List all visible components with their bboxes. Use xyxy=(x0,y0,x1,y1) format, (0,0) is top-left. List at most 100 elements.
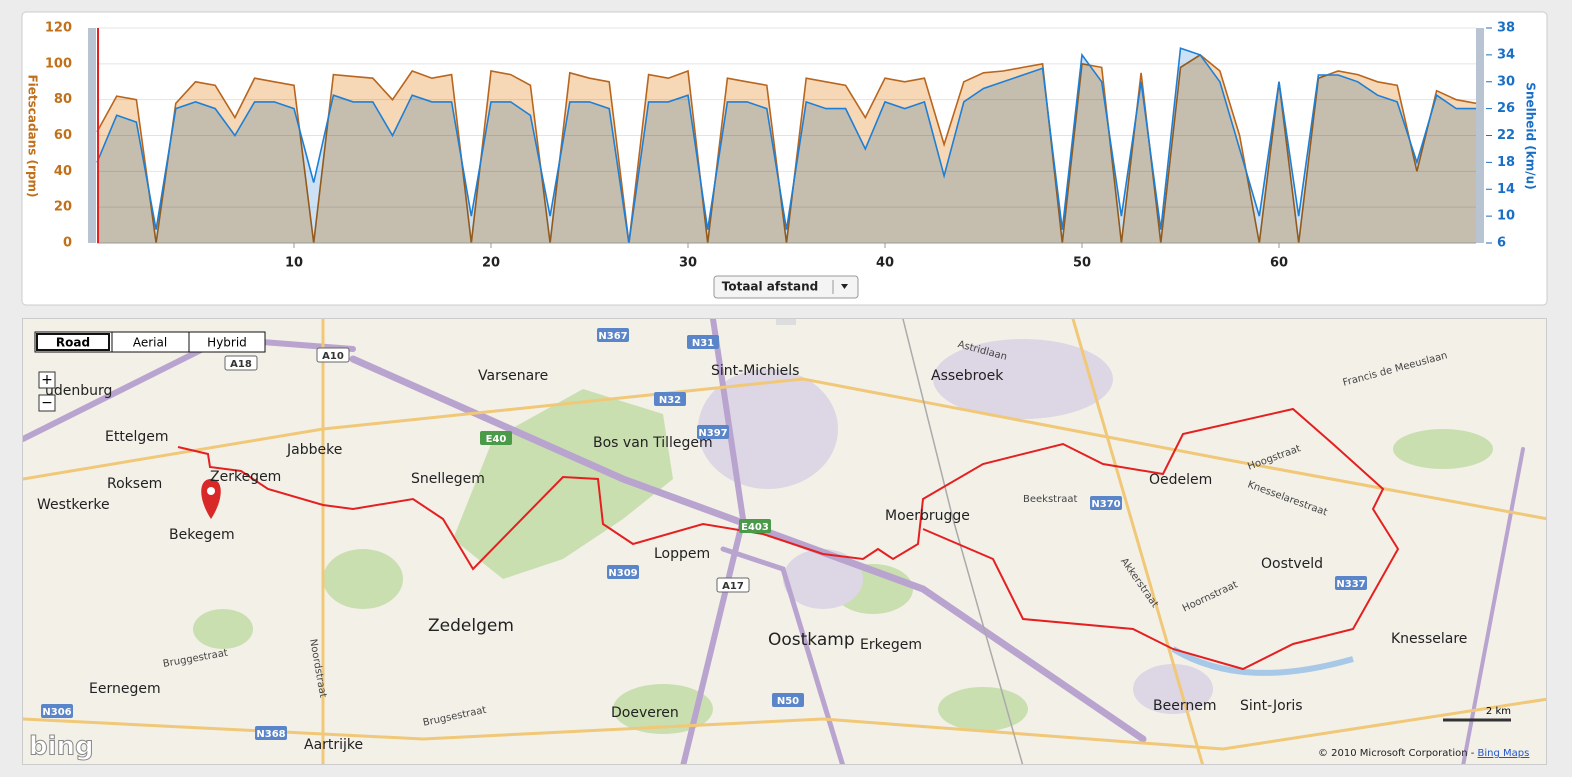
y-tick-label: 80 xyxy=(54,92,72,107)
place-label: Varsenare xyxy=(478,368,548,384)
dropdown-arrow xyxy=(841,284,848,289)
right-scroll-handle[interactable] xyxy=(1476,28,1484,243)
series-area xyxy=(97,48,1476,244)
place-label: Oostkamp xyxy=(768,630,855,650)
place-label: Sint-Joris xyxy=(1240,698,1303,714)
x-dropdown[interactable]: Totaal afstand xyxy=(713,275,859,299)
town xyxy=(1133,664,1213,714)
start-marker-dot xyxy=(207,487,215,495)
shield-box xyxy=(716,577,750,593)
road-shield: N368 xyxy=(255,726,287,740)
y-tick-label: 120 xyxy=(45,21,72,36)
shield-box xyxy=(1090,496,1122,510)
road-shield: A17 xyxy=(716,577,750,593)
place-label: Eernegem xyxy=(89,681,161,697)
y-axis-title: Fietscadans (rpm) xyxy=(26,74,40,197)
view-switcher[interactable]: Road Aerial Hybrid xyxy=(34,331,266,353)
y-tick-label: 0 xyxy=(63,236,72,251)
dropdown-box[interactable] xyxy=(713,275,859,299)
shield-label: N368 xyxy=(256,729,285,740)
map[interactable]: udenburg Varsenare Sint-Michiels Assebro… xyxy=(22,318,1547,765)
shield-label: A18 xyxy=(230,359,252,370)
road xyxy=(23,697,1546,751)
place-label: Knesselare xyxy=(1391,631,1467,647)
zoom-out[interactable] xyxy=(38,394,56,412)
shield-box xyxy=(697,425,729,439)
road xyxy=(1071,319,1204,764)
road-shield: N31 xyxy=(687,335,719,349)
shield-label: E40 xyxy=(486,434,507,445)
zoom-in[interactable] xyxy=(38,371,56,389)
road xyxy=(23,377,1546,521)
road-shield: A18 xyxy=(224,355,258,371)
shield-box xyxy=(1335,576,1367,590)
y2-tick-label: 34 xyxy=(1497,47,1515,62)
shield-label: A10 xyxy=(322,351,344,362)
button-label[interactable]: Road xyxy=(56,336,90,350)
shield-label: N32 xyxy=(659,395,681,406)
shield-box xyxy=(772,693,804,707)
shield-box xyxy=(224,355,258,371)
route xyxy=(177,407,1400,671)
map-canvas[interactable]: udenburg Varsenare Sint-Michiels Assebro… xyxy=(23,319,1547,765)
y-tick-label: 20 xyxy=(54,200,72,215)
place-label: Loppem xyxy=(654,546,710,562)
railway xyxy=(902,319,1024,764)
zoom-control[interactable]: + − xyxy=(38,371,56,412)
forest xyxy=(323,549,403,609)
shield-box xyxy=(597,328,629,342)
y2-tick-label: 26 xyxy=(1497,101,1515,116)
place-label: Zerkegem xyxy=(210,469,281,485)
x-tick-label: 10 xyxy=(285,256,303,271)
forest xyxy=(1393,429,1493,469)
forest xyxy=(193,609,253,649)
start-marker xyxy=(201,479,221,519)
place-label: Doeveren xyxy=(611,705,679,721)
zoom-out-label[interactable]: − xyxy=(41,395,53,411)
y-tick-label: 40 xyxy=(54,164,72,179)
y2-tick-label: 30 xyxy=(1497,74,1515,89)
shield-label: N306 xyxy=(42,707,71,718)
shield-box xyxy=(41,704,73,718)
place-label: Oedelem xyxy=(1149,472,1212,488)
place-label: Erkegem xyxy=(860,637,922,653)
place-label: Assebroek xyxy=(931,368,1004,384)
series-line xyxy=(96,47,1476,244)
y2-tick-label: 6 xyxy=(1497,236,1506,251)
place-label: Ettelgem xyxy=(105,429,168,445)
place-label: Zedelgem xyxy=(428,616,514,636)
y-tick-label: 100 xyxy=(45,56,72,71)
shield-label: N309 xyxy=(608,568,637,579)
road-shield: E403 xyxy=(739,519,771,533)
button-label[interactable]: Hybrid xyxy=(207,336,247,350)
forest xyxy=(938,687,1028,731)
place-label: Bekegem xyxy=(169,527,235,543)
shield-label: N367 xyxy=(598,331,627,342)
shield-label: N370 xyxy=(1091,499,1120,510)
place-label: Moerbrugge xyxy=(885,508,970,524)
shield-label: E403 xyxy=(741,522,769,533)
dropdown-label[interactable]: Totaal afstand xyxy=(722,280,819,294)
y2-tick-label: 10 xyxy=(1497,209,1515,224)
scale-label: 2 km xyxy=(1486,706,1511,717)
resize-handle[interactable] xyxy=(776,319,796,325)
road-shield: N306 xyxy=(41,704,73,718)
place-label: Sint-Michiels xyxy=(711,363,799,379)
copyright-link[interactable]: Bing Maps xyxy=(1478,748,1530,759)
road-shield: E40 xyxy=(480,431,512,445)
shield-label: N397 xyxy=(698,428,727,439)
zoom-in-label[interactable]: + xyxy=(41,372,53,388)
button-label[interactable]: Aerial xyxy=(133,336,167,350)
road-shield: N367 xyxy=(597,328,629,342)
place-label: Oostveld xyxy=(1261,556,1323,572)
shield-box xyxy=(654,392,686,406)
road-button[interactable] xyxy=(36,333,110,351)
road-shields: N367 N31 N32 N397 E40 A10 A18 N309 A17 N50 N368 N37… xyxy=(41,328,1367,740)
motorway xyxy=(720,546,846,764)
street-label: Beekstraat xyxy=(1023,494,1077,505)
place-label: udenburg xyxy=(45,383,112,399)
road-shield: N397 xyxy=(697,425,729,439)
motorway xyxy=(349,355,1147,743)
road-shield: N50 xyxy=(772,693,804,707)
left-scroll-handle[interactable] xyxy=(88,28,96,243)
